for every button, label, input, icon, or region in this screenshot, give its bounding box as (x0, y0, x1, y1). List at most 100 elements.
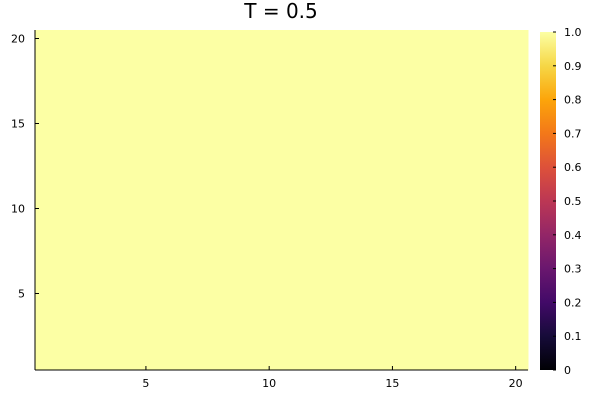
heatmap-cell (306, 285, 332, 303)
heatmap-cell (478, 183, 504, 201)
heatmap-cell (133, 200, 159, 218)
heatmap-cell (330, 268, 357, 286)
heatmap-cell (355, 285, 381, 303)
heatmap-cell (429, 268, 455, 286)
heatmap-cell (108, 64, 135, 82)
heatmap-cell (503, 353, 529, 371)
heatmap-cell (330, 285, 357, 303)
heatmap-cell (454, 319, 480, 337)
heatmap-cell (380, 217, 406, 235)
heatmap-cell (281, 234, 307, 252)
heatmap-cell (182, 183, 209, 201)
heatmap-cell (84, 251, 110, 269)
heatmap-cell (84, 319, 110, 337)
heatmap-cell (404, 98, 430, 116)
heatmap-cell (380, 183, 406, 201)
heatmap-cell (158, 268, 184, 286)
heatmap-cell (207, 30, 233, 48)
chart-title: T = 0.5 (243, 0, 318, 23)
heatmap-cell (330, 98, 357, 116)
heatmap-cell (355, 302, 381, 320)
heatmap-cell (133, 353, 159, 371)
heatmap-cell (108, 132, 135, 150)
heatmap-cell (380, 115, 406, 133)
heatmap-cell (182, 268, 209, 286)
heatmap-cell (478, 200, 504, 218)
heatmap-cell (355, 319, 381, 337)
heatmap-cell (182, 251, 209, 269)
heatmap-cell (84, 217, 110, 235)
heatmap-cell (330, 234, 357, 252)
heatmap-cell (330, 336, 357, 354)
heatmap-cell (207, 302, 233, 320)
heatmap-cell (429, 30, 455, 48)
heatmap-cell (133, 302, 159, 320)
heatmap-cell (108, 98, 135, 116)
heatmap-cell (281, 166, 307, 184)
heatmap-cell (158, 81, 184, 99)
heatmap-cell (158, 98, 184, 116)
colorbar-tick-label: 0.3 (564, 263, 582, 276)
heatmap-cell (306, 47, 332, 65)
heatmap-cell (380, 302, 406, 320)
heatmap-cell (158, 149, 184, 167)
heatmap-cell (478, 268, 504, 286)
heatmap-cell (429, 319, 455, 337)
heatmap-cell (281, 285, 307, 303)
heatmap-cell (355, 98, 381, 116)
heatmap-cell (380, 64, 406, 82)
heatmap-cell (84, 336, 110, 354)
heatmap-cell (281, 64, 307, 82)
heatmap-cell (355, 166, 381, 184)
heatmap-cell (256, 302, 283, 320)
heatmap-cell (35, 115, 61, 133)
heatmap-cell (133, 149, 159, 167)
heatmap-cell (158, 115, 184, 133)
heatmap-cell (35, 64, 61, 82)
heatmap-cell (108, 234, 135, 252)
heatmap-cell (355, 217, 381, 235)
heatmap-cell (256, 353, 283, 371)
heatmap-cell (108, 183, 135, 201)
x-tick-label: 20 (509, 377, 523, 390)
heatmap-cell (478, 98, 504, 116)
heatmap-cell (330, 200, 357, 218)
heatmap-cell (503, 251, 529, 269)
heatmap-cell (158, 234, 184, 252)
heatmap-cell (306, 30, 332, 48)
heatmap-cell (306, 81, 332, 99)
heatmap-cell (59, 47, 85, 65)
heatmap-cell (59, 149, 85, 167)
heatmap-cell (35, 183, 61, 201)
heatmap-cell (306, 336, 332, 354)
heatmap-cell (306, 302, 332, 320)
heatmap-cell (454, 132, 480, 150)
heatmap-cell (404, 64, 430, 82)
heatmap-cell (429, 336, 455, 354)
heatmap-cell (158, 285, 184, 303)
heatmap-cell (281, 115, 307, 133)
heatmap-cell (355, 115, 381, 133)
heatmap-cell (256, 64, 283, 82)
heatmap-cell (182, 319, 209, 337)
colorbar-ticks: 0 0.1 0.2 0.3 0.4 0.5 0.6 0.7 0.8 0.9 1.0 (553, 26, 582, 377)
heatmap-cell (478, 149, 504, 167)
heatmap-cell (429, 183, 455, 201)
heatmap-cell (232, 98, 258, 116)
heatmap-cell (404, 47, 430, 65)
heatmap-cell (207, 285, 233, 303)
heatmap-cell (404, 268, 430, 286)
heatmap-cell (478, 115, 504, 133)
heatmap-cell (207, 47, 233, 65)
heatmap-cell (503, 200, 529, 218)
heatmap-cell (232, 353, 258, 371)
heatmap-cell (380, 251, 406, 269)
heatmap-cell (404, 115, 430, 133)
heatmap-cell (503, 302, 529, 320)
heatmap-cell (84, 115, 110, 133)
heatmap-cell (59, 302, 85, 320)
heatmap-cell (503, 183, 529, 201)
heatmap-cell (232, 64, 258, 82)
heatmap-cell (84, 30, 110, 48)
heatmap-cell (330, 149, 357, 167)
